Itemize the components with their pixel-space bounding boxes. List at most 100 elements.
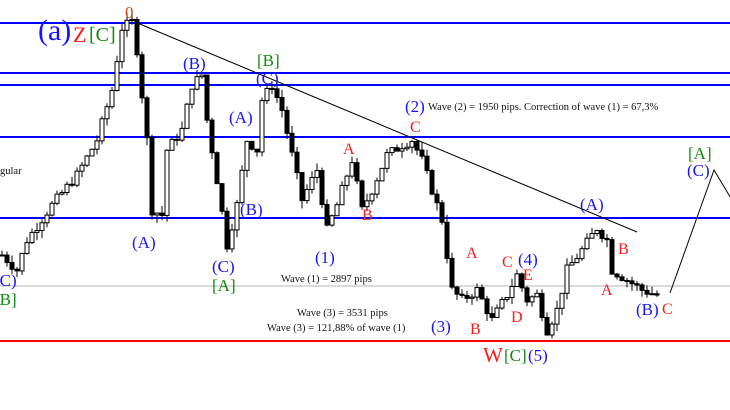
candle-body <box>39 222 45 231</box>
candle-body <box>459 293 465 296</box>
candle-body <box>539 292 545 318</box>
candle-body <box>114 61 120 91</box>
candle-body <box>499 298 505 309</box>
candle-body <box>549 323 555 336</box>
label-w-red: W <box>483 343 503 367</box>
label-b-paren: (B) <box>240 200 263 219</box>
candle-body <box>614 273 620 278</box>
candle-body <box>224 210 230 250</box>
candle-body <box>379 167 385 182</box>
projection-line <box>669 168 730 294</box>
candle-body <box>434 193 440 204</box>
candle-body <box>429 170 435 195</box>
label-c-green-top: [C] <box>89 24 116 46</box>
candle-body <box>154 212 160 216</box>
label-a-red: A <box>343 141 355 158</box>
candle-body <box>384 152 390 169</box>
candle-body <box>339 184 345 206</box>
candle-body <box>574 258 580 264</box>
candle-body <box>599 230 605 239</box>
candle-body <box>584 237 590 250</box>
note-wave-3-pips: Wave (3) = 3531 pips <box>297 308 388 319</box>
candle-body <box>19 252 25 272</box>
label-c-green: [C] <box>504 346 527 365</box>
label-zero: 0 <box>125 3 134 22</box>
label-wave-3: (3) <box>431 317 451 336</box>
candle-body <box>609 239 615 275</box>
candle-body <box>504 297 510 300</box>
label-z: Z <box>73 22 87 47</box>
candle-body <box>484 298 490 315</box>
label-c-left: (C) <box>0 271 17 290</box>
candle-body <box>174 138 180 141</box>
candle-body <box>644 289 650 295</box>
candle-body <box>514 273 520 288</box>
candle-body <box>179 127 185 141</box>
label-b-red: B <box>618 241 629 258</box>
candle-body <box>399 148 405 152</box>
label-a-green: [A] <box>688 144 712 163</box>
candle-body <box>274 88 280 99</box>
candle-body <box>349 162 355 177</box>
label-b-left: [B] <box>0 290 17 309</box>
label-a-paren: (A) <box>229 108 253 127</box>
candle-body <box>554 307 560 325</box>
candle-body <box>564 264 570 294</box>
candle-body <box>489 313 495 318</box>
candle-body <box>0 254 5 257</box>
candle-body <box>189 88 195 105</box>
candle-body <box>454 286 460 295</box>
candle-body <box>124 19 130 31</box>
label-b-paren: (B) <box>183 54 206 73</box>
candle-body <box>569 262 575 266</box>
candle-body <box>544 316 550 336</box>
label-b-red: B <box>362 207 373 224</box>
candle-body <box>264 87 270 102</box>
note-wave-2: Wave (2) = 1950 pips. Correction of wave… <box>428 102 659 113</box>
candle-body <box>369 193 375 202</box>
candle-body <box>129 19 135 22</box>
label-d-red: D <box>511 309 523 326</box>
candle-body <box>604 237 610 241</box>
candle-body <box>204 74 210 121</box>
label-c-red: C <box>502 254 513 271</box>
candle-body <box>134 19 140 56</box>
candle-body <box>414 141 420 151</box>
candle-body <box>234 202 240 231</box>
candle-body <box>99 118 105 142</box>
label-c-red: C <box>410 119 421 136</box>
candle-body <box>44 214 50 224</box>
candle-body <box>54 193 60 204</box>
candle-body <box>229 229 235 250</box>
candle-body <box>244 140 250 171</box>
label-a-red: A <box>466 245 478 262</box>
candle-body <box>164 149 170 216</box>
candle-body <box>279 97 285 111</box>
candle-body <box>314 170 320 178</box>
label-a-red: A <box>601 282 613 299</box>
candle-body <box>354 162 360 182</box>
candle-body <box>594 230 600 235</box>
note-wave-3-ratio: Wave (3) = 121,88% of wave (1) <box>267 323 406 334</box>
candle-body <box>329 215 335 226</box>
candle-body <box>629 280 635 285</box>
candle-body <box>364 200 370 208</box>
candle-body <box>444 221 450 259</box>
candle-body <box>519 273 525 289</box>
candle-body <box>109 89 115 108</box>
candle-body <box>324 203 330 226</box>
candle-body <box>284 109 290 134</box>
candle-body <box>509 286 515 299</box>
candle-body <box>524 287 530 303</box>
candle-body <box>289 132 295 153</box>
label-wave-2: (2) <box>405 97 425 116</box>
candle-body <box>449 257 455 288</box>
candle-body <box>194 76 200 90</box>
candle-body <box>249 140 255 150</box>
label-a-paren: (A) <box>580 195 604 214</box>
candle-body <box>409 141 415 148</box>
candle-body <box>374 180 380 195</box>
label-wave-5: (5) <box>528 346 548 365</box>
